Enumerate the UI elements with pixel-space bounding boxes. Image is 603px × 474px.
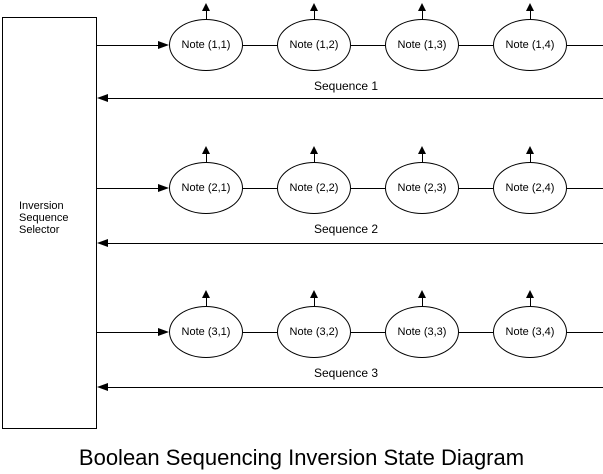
up-arrow-line xyxy=(530,154,531,162)
note-ellipse: Note (1,1) xyxy=(169,19,243,71)
selector-box: Inversion Sequence Selector xyxy=(2,17,97,429)
up-arrow-line xyxy=(530,298,531,306)
note-ellipse: Note (1,2) xyxy=(277,19,351,71)
note-ellipse: Note (3,4) xyxy=(493,306,567,358)
up-arrow-line xyxy=(314,154,315,162)
return-line xyxy=(108,243,603,244)
note-ellipse: Note (2,3) xyxy=(385,162,459,214)
note-connector-line xyxy=(351,332,385,333)
note-connector-line xyxy=(459,332,493,333)
up-arrowhead-icon xyxy=(310,290,318,298)
note-label: Note (3,2) xyxy=(289,326,339,338)
right-arrowhead-icon xyxy=(158,328,169,336)
note-ellipse: Note (3,1) xyxy=(169,306,243,358)
note-ellipse: Note (1,3) xyxy=(385,19,459,71)
note-connector-line xyxy=(459,45,493,46)
sequence-label: Sequence 3 xyxy=(313,366,379,380)
up-arrow-line xyxy=(206,298,207,306)
up-arrow-line xyxy=(422,11,423,19)
note-label: Note (3,1) xyxy=(181,326,231,338)
note-label: Note (1,2) xyxy=(289,39,339,51)
note-label: Note (2,2) xyxy=(289,182,339,194)
note-label: Note (2,1) xyxy=(181,182,231,194)
note-ellipse: Note (2,2) xyxy=(277,162,351,214)
note-label: Note (3,3) xyxy=(397,326,447,338)
up-arrow-line xyxy=(422,298,423,306)
sequence-label: Sequence 2 xyxy=(313,222,379,236)
note-connector-line xyxy=(243,188,277,189)
note-connector-line xyxy=(351,188,385,189)
note-label: Note (2,3) xyxy=(397,182,447,194)
up-arrow-line xyxy=(206,154,207,162)
note-label: Note (1,4) xyxy=(505,39,555,51)
up-arrowhead-icon xyxy=(526,146,534,154)
left-arrowhead-icon xyxy=(97,383,108,391)
note-out-line xyxy=(567,332,603,333)
diagram-title: Boolean Sequencing Inversion State Diagr… xyxy=(78,445,525,470)
up-arrow-line xyxy=(530,11,531,19)
up-arrowhead-icon xyxy=(310,3,318,11)
note-connector-line xyxy=(459,188,493,189)
up-arrow-line xyxy=(314,11,315,19)
up-arrowhead-icon xyxy=(202,290,210,298)
note-connector-line xyxy=(351,45,385,46)
right-arrowhead-icon xyxy=(158,184,169,192)
up-arrowhead-icon xyxy=(418,290,426,298)
up-arrowhead-icon xyxy=(526,3,534,11)
up-arrowhead-icon xyxy=(418,146,426,154)
selector-to-note-line xyxy=(97,45,159,46)
note-label: Note (1,1) xyxy=(181,39,231,51)
note-out-line xyxy=(567,45,603,46)
note-ellipse: Note (1,4) xyxy=(493,19,567,71)
selector-to-note-line xyxy=(97,188,159,189)
up-arrow-line xyxy=(206,11,207,19)
left-arrowhead-icon xyxy=(97,239,108,247)
note-ellipse: Note (2,4) xyxy=(493,162,567,214)
note-out-line xyxy=(567,188,603,189)
selector-to-note-line xyxy=(97,332,159,333)
selector-label: Inversion Sequence Selector xyxy=(19,200,69,236)
up-arrowhead-icon xyxy=(526,290,534,298)
note-connector-line xyxy=(243,332,277,333)
up-arrow-line xyxy=(314,298,315,306)
up-arrowhead-icon xyxy=(418,3,426,11)
right-arrowhead-icon xyxy=(158,41,169,49)
note-ellipse: Note (3,3) xyxy=(385,306,459,358)
note-label: Note (1,3) xyxy=(397,39,447,51)
note-ellipse: Note (2,1) xyxy=(169,162,243,214)
return-line xyxy=(108,98,603,99)
up-arrowhead-icon xyxy=(310,146,318,154)
note-label: Note (3,4) xyxy=(505,326,555,338)
left-arrowhead-icon xyxy=(97,94,108,102)
up-arrowhead-icon xyxy=(202,3,210,11)
note-ellipse: Note (3,2) xyxy=(277,306,351,358)
sequence-label: Sequence 1 xyxy=(313,79,379,93)
note-label: Note (2,4) xyxy=(505,182,555,194)
up-arrowhead-icon xyxy=(202,146,210,154)
note-connector-line xyxy=(243,45,277,46)
up-arrow-line xyxy=(422,154,423,162)
return-line xyxy=(108,387,603,388)
